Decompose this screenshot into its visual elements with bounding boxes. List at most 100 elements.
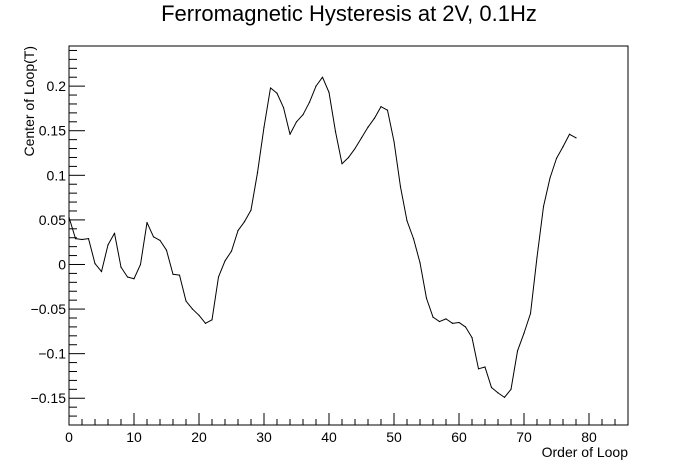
- x-tick-label: 10: [126, 429, 142, 445]
- chart-title: Ferromagnetic Hysteresis at 2V, 0.1Hz: [161, 1, 537, 26]
- data-point: [113, 232, 116, 234]
- data-point: [490, 386, 493, 389]
- y-tick-label: 0.05: [39, 212, 66, 228]
- data-point: [549, 177, 551, 179]
- data-point: [536, 256, 538, 258]
- data-point: [243, 221, 246, 223]
- data-point: [484, 366, 486, 368]
- y-tick-label: −0.1: [38, 346, 66, 362]
- data-point: [211, 319, 213, 321]
- data-point: [237, 229, 239, 232]
- x-tick-label: 70: [516, 429, 532, 445]
- data-point: [406, 220, 408, 222]
- plot-frame: [68, 45, 629, 426]
- data-point: [529, 312, 532, 315]
- data-point: [510, 388, 512, 390]
- data-point: [308, 101, 311, 103]
- y-tick-label: 0.15: [39, 123, 66, 139]
- data-point: [373, 117, 376, 119]
- data-point: [263, 126, 265, 128]
- data-point: [94, 262, 96, 265]
- data-point: [295, 121, 298, 123]
- data-point: [445, 318, 447, 320]
- x-axis: 0 10 20 30 40 50 60 70 80: [65, 413, 629, 445]
- data-point: [471, 337, 473, 339]
- data-point: [523, 332, 525, 334]
- x-axis-label: Order of Loop: [542, 444, 629, 460]
- data-point: [575, 137, 577, 139]
- data-point: [159, 239, 161, 242]
- data-point: [68, 216, 70, 218]
- data-point: [399, 186, 402, 188]
- data-point: [204, 322, 207, 324]
- data-point: [354, 147, 356, 150]
- data-point: [451, 322, 454, 324]
- data-point: [191, 308, 194, 310]
- data-point: [165, 249, 168, 251]
- data-point: [347, 156, 350, 159]
- x-tick-label: 30: [256, 429, 272, 445]
- data-point: [438, 320, 441, 323]
- data-point: [256, 172, 259, 174]
- data-point: [555, 157, 558, 159]
- data-point: [503, 396, 506, 398]
- y-tick-label: −0.05: [31, 301, 67, 317]
- data-point: [133, 278, 135, 280]
- data-point: [230, 250, 233, 252]
- data-point: [412, 238, 415, 240]
- data-point: [542, 205, 545, 208]
- data-point: [198, 314, 200, 316]
- data-point: [152, 236, 155, 238]
- data-point: [276, 92, 278, 94]
- data-point: [432, 316, 434, 318]
- x-tick-label: 0: [65, 429, 73, 445]
- series-points: [68, 76, 577, 398]
- data-point: [477, 368, 480, 370]
- data-point: [172, 273, 174, 275]
- x-tick-label: 40: [321, 429, 337, 445]
- data-point: [425, 297, 428, 299]
- data-point: [321, 76, 324, 78]
- data-point: [107, 244, 109, 246]
- series-layer: [68, 76, 577, 398]
- y-axis: −0.15 −0.1 −0.05 0 0.05 0.1 0.15 0.2: [31, 49, 85, 426]
- data-point: [516, 350, 519, 352]
- data-point: [568, 133, 571, 135]
- x-tick-label: 50: [386, 429, 402, 445]
- data-point: [386, 109, 389, 111]
- data-point: [250, 209, 252, 211]
- data-point: [497, 392, 499, 394]
- data-point: [146, 221, 148, 224]
- y-tick-label: 0: [58, 256, 66, 272]
- x-tick-label: 60: [451, 429, 467, 445]
- data-point: [367, 126, 369, 128]
- data-point: [269, 87, 272, 89]
- data-point: [341, 163, 343, 165]
- data-point: [289, 133, 291, 135]
- data-point: [315, 85, 317, 87]
- data-point: [126, 276, 129, 278]
- data-point: [464, 326, 467, 328]
- data-point: [74, 238, 77, 240]
- data-point: [328, 91, 330, 93]
- y-tick-label: −0.15: [31, 390, 67, 406]
- data-point: [178, 274, 181, 276]
- data-point: [217, 276, 220, 278]
- data-point: [334, 131, 337, 133]
- data-point: [120, 266, 122, 268]
- data-point: [139, 263, 142, 266]
- data-point: [393, 140, 395, 143]
- data-point: [380, 106, 382, 108]
- x-tick-label: 20: [191, 429, 207, 445]
- data-point: [360, 137, 363, 139]
- y-tick-label: 0.1: [47, 167, 67, 183]
- y-tick-label: 0.2: [47, 78, 67, 94]
- data-point: [100, 271, 103, 273]
- data-point: [224, 260, 226, 262]
- y-axis-label: Center of Loop(T): [21, 46, 37, 157]
- data-point: [87, 238, 90, 240]
- data-point: [419, 262, 421, 264]
- data-point: [562, 146, 564, 148]
- data-point: [81, 238, 83, 241]
